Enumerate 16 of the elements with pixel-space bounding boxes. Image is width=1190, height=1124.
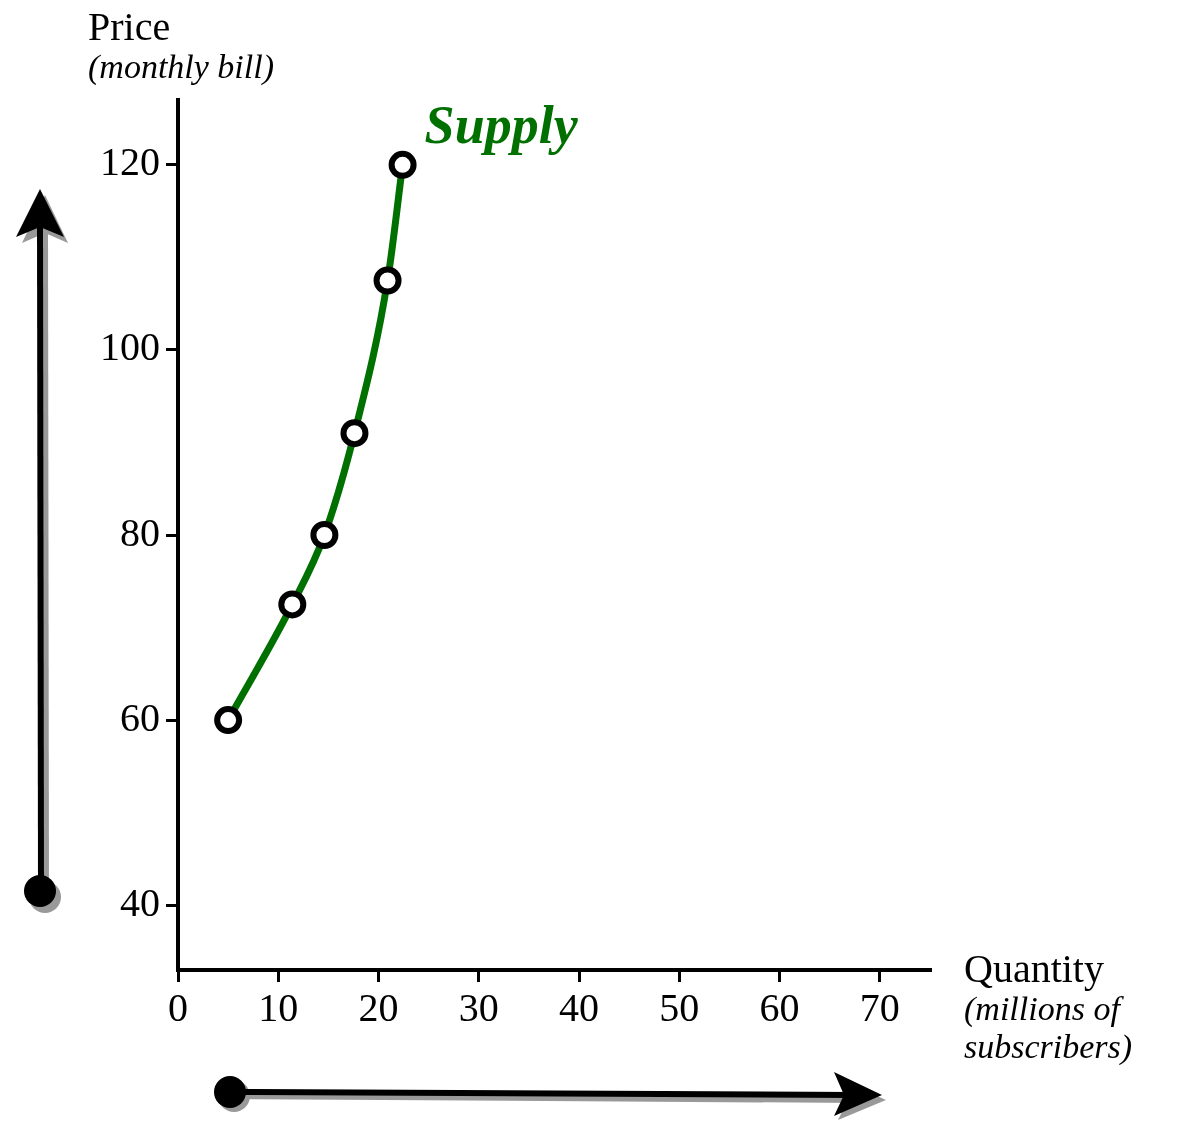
x-tick-label: 60 xyxy=(759,984,800,1030)
y-tick-label: 80 xyxy=(120,509,160,555)
y-axis-title: Price (monthly bill) xyxy=(88,4,275,86)
y-tick-label: 40 xyxy=(120,879,160,925)
x-tick-label: 70 xyxy=(859,984,900,1030)
x-tick-label: 30 xyxy=(458,984,499,1030)
x-tick-label: 40 xyxy=(559,984,600,1030)
x-tick-label: 0 xyxy=(168,984,188,1030)
x-tick-label: 20 xyxy=(358,984,399,1030)
x-tick-label: 10 xyxy=(258,984,299,1030)
series-label: Supply xyxy=(424,94,579,155)
x-tick-label: 50 xyxy=(659,984,700,1030)
y-tick-label: 100 xyxy=(100,324,160,370)
y-tick-label: 60 xyxy=(120,694,160,740)
x-axis-title: Quantity (millions of subscribers) xyxy=(964,946,1133,1066)
y-tick-label: 120 xyxy=(100,139,160,185)
